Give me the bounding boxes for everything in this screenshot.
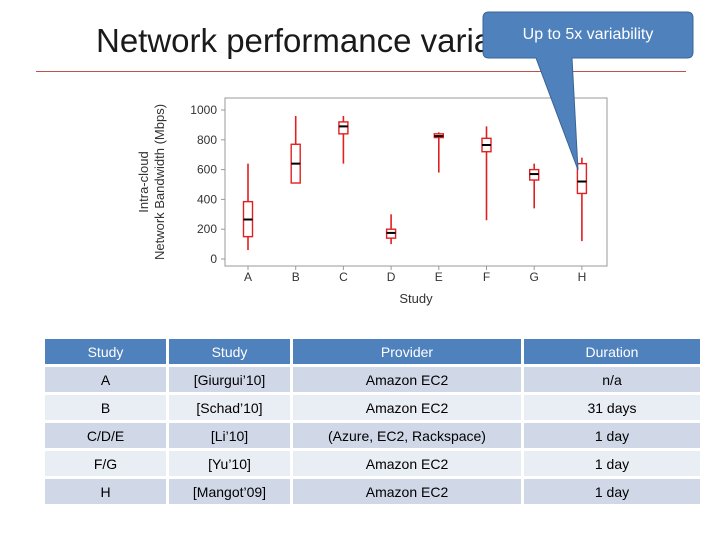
cell-provider: Amazon EC2 xyxy=(293,395,521,420)
cell-study-id: F/G xyxy=(45,451,166,476)
cell-provider: (Azure, EC2, Rackspace) xyxy=(293,423,521,448)
header-study-ref: Study xyxy=(169,339,290,364)
studies-table: Study Study Provider Duration A [Giurgui… xyxy=(42,336,703,507)
x-tick-label: F xyxy=(483,270,490,284)
title-divider xyxy=(36,71,686,72)
table-row: C/D/E [Li’10] (Azure, EC2, Rackspace) 1 … xyxy=(45,423,700,448)
y-tick-label: 0 xyxy=(210,252,217,266)
box xyxy=(576,162,588,195)
cell-duration: 1 day xyxy=(524,423,700,448)
y-axis-label-line1: Intra-cloud xyxy=(136,151,151,212)
cell-study-id: H xyxy=(45,479,166,504)
cell-study-ref: [Li’10] xyxy=(169,423,290,448)
table-row: H [Mangot’09] Amazon EC2 1 day xyxy=(45,479,700,504)
box-plot-chart: 0 200 400 600 800 1000 Intra-cloud Network Band… xyxy=(136,97,608,306)
header-duration: Duration xyxy=(524,339,700,364)
cell-provider: Amazon EC2 xyxy=(293,451,521,476)
cell-duration: 1 day xyxy=(524,479,700,504)
cell-provider: Amazon EC2 xyxy=(293,367,521,392)
slide-title: Network performance variability xyxy=(96,22,559,59)
x-tick-label: G xyxy=(530,270,539,284)
x-tick-label: A xyxy=(244,270,252,284)
y-axis-label-line2: Network Bandwidth (Mbps) xyxy=(152,104,167,260)
header-study-id: Study xyxy=(45,339,166,364)
y-tick-label: 600 xyxy=(197,163,217,177)
cell-study-ref: [Schad’10] xyxy=(169,395,290,420)
x-axis-label: Study xyxy=(399,291,433,306)
table-header-row: Study Study Provider Duration xyxy=(45,339,700,364)
cell-duration: 1 day xyxy=(524,451,700,476)
box xyxy=(338,121,349,135)
x-tick-label: D xyxy=(387,270,396,284)
callout-text: Up to 5x variability xyxy=(522,26,654,43)
x-tick-label: B xyxy=(292,270,300,284)
cell-study-ref: [Mangot’09] xyxy=(169,479,290,504)
x-tick-label: E xyxy=(435,270,443,284)
cell-duration: 31 days xyxy=(524,395,700,420)
header-provider: Provider xyxy=(293,339,521,364)
cell-study-id: A xyxy=(45,367,166,392)
x-tick-label: C xyxy=(339,270,348,284)
y-tick-label: 1000 xyxy=(190,103,217,117)
table-row: A [Giurgui’10] Amazon EC2 n/a xyxy=(45,367,700,392)
cell-duration: n/a xyxy=(524,367,700,392)
cell-provider: Amazon EC2 xyxy=(293,479,521,504)
y-tick-label: 400 xyxy=(197,192,217,206)
callout-bubble xyxy=(482,11,694,171)
table-row: F/G [Yu’10] Amazon EC2 1 day xyxy=(45,451,700,476)
cell-study-ref: [Giurgui’10] xyxy=(169,367,290,392)
cell-study-id: B xyxy=(45,395,166,420)
y-tick-label: 200 xyxy=(197,222,217,236)
table-row: B [Schad’10] Amazon EC2 31 days xyxy=(45,395,700,420)
plot-area: 0 200 400 600 800 1000 Intra-cloud Network Band… xyxy=(136,97,608,306)
x-tick-label: H xyxy=(578,270,587,284)
y-tick-label: 800 xyxy=(197,133,217,147)
callout-shape xyxy=(482,11,694,171)
cell-study-ref: [Yu’10] xyxy=(169,451,290,476)
cell-study-id: C/D/E xyxy=(45,423,166,448)
plot-frame xyxy=(224,97,608,267)
